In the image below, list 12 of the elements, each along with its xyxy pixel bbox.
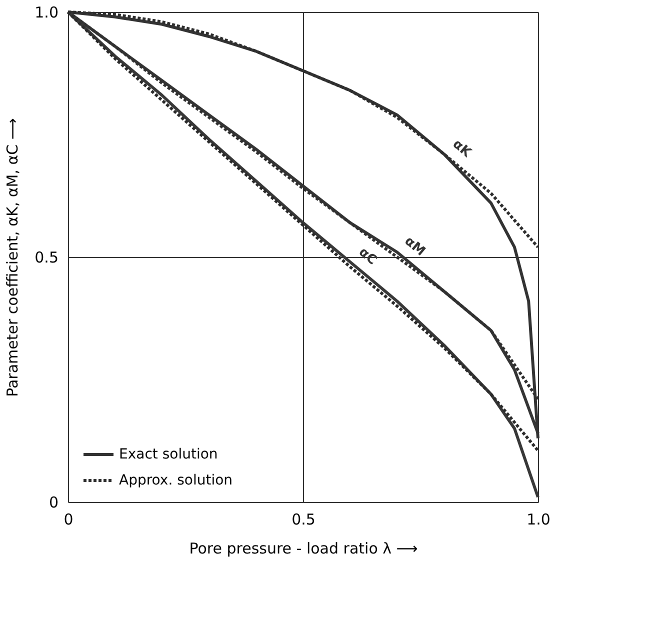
x-axis-title: Pore pressure - load ratio λ ⟶ bbox=[189, 540, 418, 558]
annotation: αM bbox=[401, 234, 428, 260]
y-tick-label: 1.0 bbox=[34, 4, 58, 22]
x-tick-label: 0 bbox=[64, 510, 74, 528]
legend-label: Exact solution bbox=[119, 446, 218, 462]
x-tick-label: 0.5 bbox=[292, 510, 316, 528]
annotation: αK bbox=[450, 136, 474, 162]
y-tick-label: 0 bbox=[48, 494, 58, 512]
x-tick-label: 1.0 bbox=[526, 510, 550, 528]
y-axis-title: Parameter coefficient, αK, αM, αC ⟶ bbox=[4, 118, 22, 397]
legend-label: Approx. solution bbox=[119, 472, 233, 488]
y-tick-label: 0.5 bbox=[34, 248, 58, 266]
